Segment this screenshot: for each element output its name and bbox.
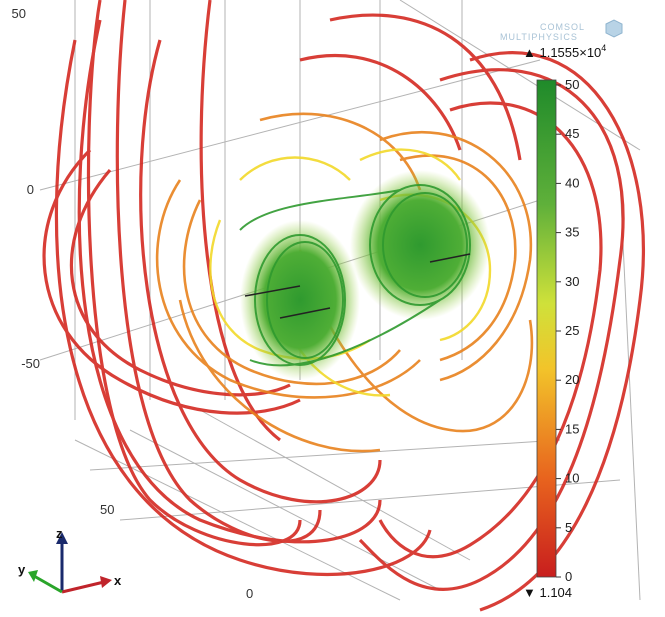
- z-axis-label: z: [56, 526, 63, 541]
- coil-cores: [239, 170, 490, 380]
- y-axis-arrow: [33, 574, 63, 594]
- comsol-logo: COMSOL MULTIPHYSICS: [500, 19, 623, 42]
- colorbar-tick-label: 30: [565, 274, 579, 289]
- colorbar-tick-label: 0: [565, 569, 572, 584]
- svg-text:COMSOL: COMSOL: [540, 22, 585, 32]
- mid-field-loops: [155, 112, 534, 453]
- x-tick-label: 0: [246, 586, 253, 601]
- svg-text:MULTIPHYSICS: MULTIPHYSICS: [500, 32, 578, 42]
- colorbar-tick-label: 35: [565, 225, 579, 240]
- x-axis-label: x: [114, 573, 122, 588]
- outer-field-loops: [42, 0, 645, 612]
- z-tick-label: -50: [21, 356, 40, 371]
- z-tick-label: 50: [12, 6, 26, 21]
- colorbar-tick-label: 25: [565, 323, 579, 338]
- colorbar-tick-label: 45: [565, 126, 579, 141]
- y-tick-label: 50: [100, 502, 114, 517]
- colorbar-tick-label: 5: [565, 520, 572, 535]
- colorbar-min-label: ▼ 1.104: [523, 585, 572, 600]
- z-tick-label: 0: [27, 182, 34, 197]
- colorbar-max-label: ▲ 1.1555×104: [523, 43, 606, 60]
- axis-triad: z x y: [18, 526, 122, 594]
- colorbar-tick-label: 10: [565, 471, 579, 486]
- y-axis-label: y: [18, 562, 26, 577]
- colorbar-tick-label: 50: [565, 77, 579, 92]
- colorbar-tick-label: 40: [565, 175, 579, 190]
- colorbar-gradient: [536, 79, 557, 578]
- colorbar-tick-label: 20: [565, 372, 579, 387]
- x-axis-arrow: [61, 580, 105, 594]
- colorbar-tick-label: 15: [565, 421, 579, 436]
